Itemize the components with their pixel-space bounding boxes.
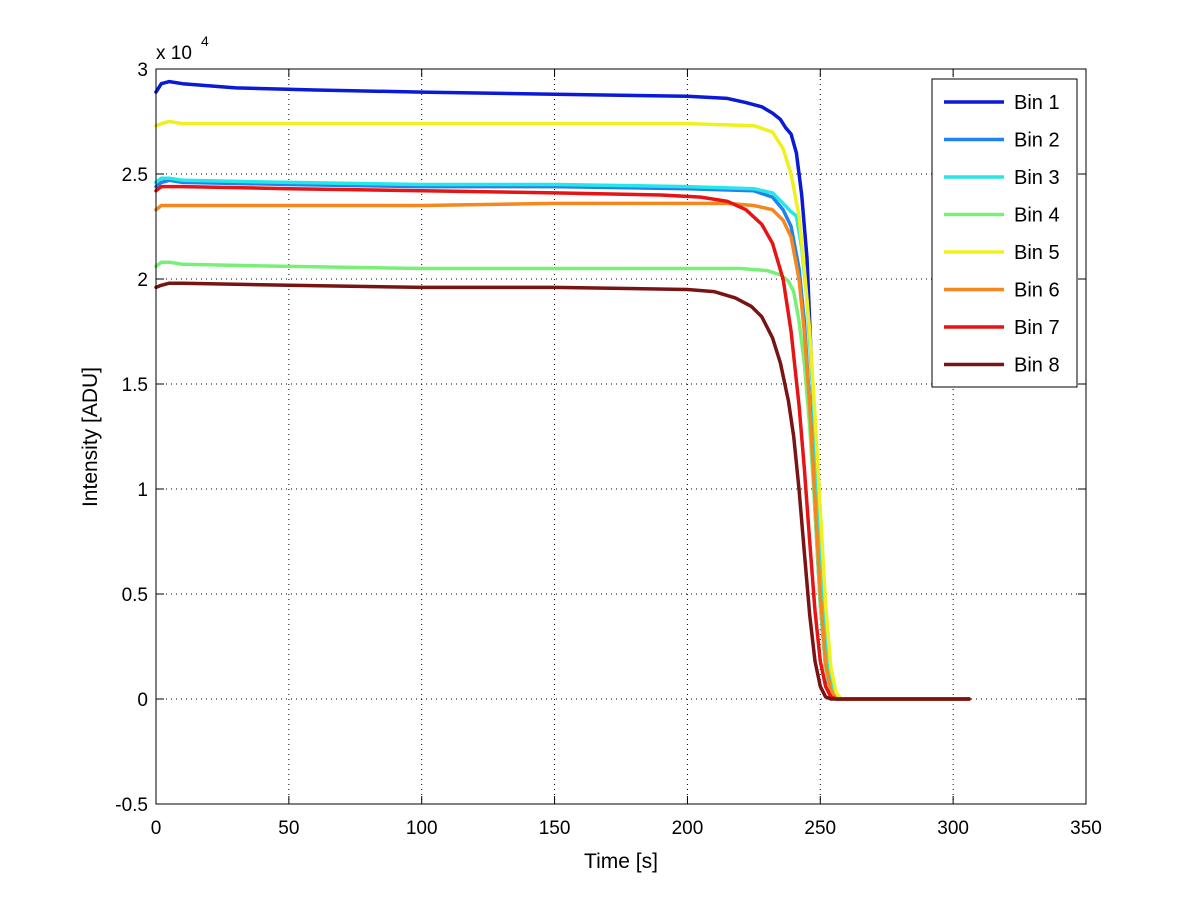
y-tick-label: 2.5 <box>122 165 148 186</box>
legend-label: Bin 2 <box>1014 130 1060 152</box>
legend-box <box>931 78 1078 388</box>
x-tick-label: 300 <box>937 818 969 839</box>
x-axis-title: Time [s] <box>584 850 658 873</box>
series-line-bin-5 <box>154 119 971 701</box>
x-tick-label: 100 <box>406 818 438 839</box>
plot-area <box>156 69 1086 804</box>
y-tick-label: 1 <box>137 480 148 501</box>
x-tick-label: 50 <box>278 818 299 839</box>
x-tick-label: 350 <box>1070 818 1102 839</box>
grid <box>156 69 1086 804</box>
y-tick-label: 0 <box>137 690 148 711</box>
y-tick-label: 1.5 <box>122 375 148 396</box>
legend-label: Bin 6 <box>1014 280 1060 302</box>
legend: Bin 1 Bin 2 Bin 3 Bin 4 Bin 5 Bin 6 Bin 7 Bin 8 <box>931 78 1078 388</box>
legend-label: Bin 3 <box>1014 167 1060 189</box>
legend-label: Bin 5 <box>1014 242 1060 264</box>
series-line-bin-7 <box>154 184 971 701</box>
series-line-bin-8 <box>154 281 971 701</box>
y-axis-title: Intensity [ADU] <box>79 367 102 507</box>
x-tick-label: 0 <box>151 818 162 839</box>
x-tick-label: 200 <box>672 818 704 839</box>
legend-label: Bin 4 <box>1014 205 1060 227</box>
series-line-bin-3 <box>154 176 971 701</box>
y-multiplier-exponent: 4 <box>201 33 209 49</box>
y-tick-label: 3 <box>137 60 148 81</box>
y-tick-label: 0.5 <box>122 585 148 606</box>
y-tick-label: -0.5 <box>115 795 148 816</box>
y-tick-label: 2 <box>137 270 148 291</box>
series-layer <box>154 79 971 701</box>
x-tick-label: 150 <box>539 818 571 839</box>
series-line-bin-6 <box>154 201 971 701</box>
ticks <box>155 68 1087 805</box>
legend-label: Bin 1 <box>1014 92 1060 114</box>
x-tick-label: 250 <box>804 818 836 839</box>
plot-frame <box>155 68 1087 805</box>
y-multiplier-label: x 10 <box>156 43 192 64</box>
legend-label: Bin 8 <box>1014 355 1060 377</box>
legend-label: Bin 7 <box>1014 317 1060 339</box>
tick-labels: 0 50 100 150 200 250 300 350-0.500.511.522.53 <box>115 60 1102 839</box>
